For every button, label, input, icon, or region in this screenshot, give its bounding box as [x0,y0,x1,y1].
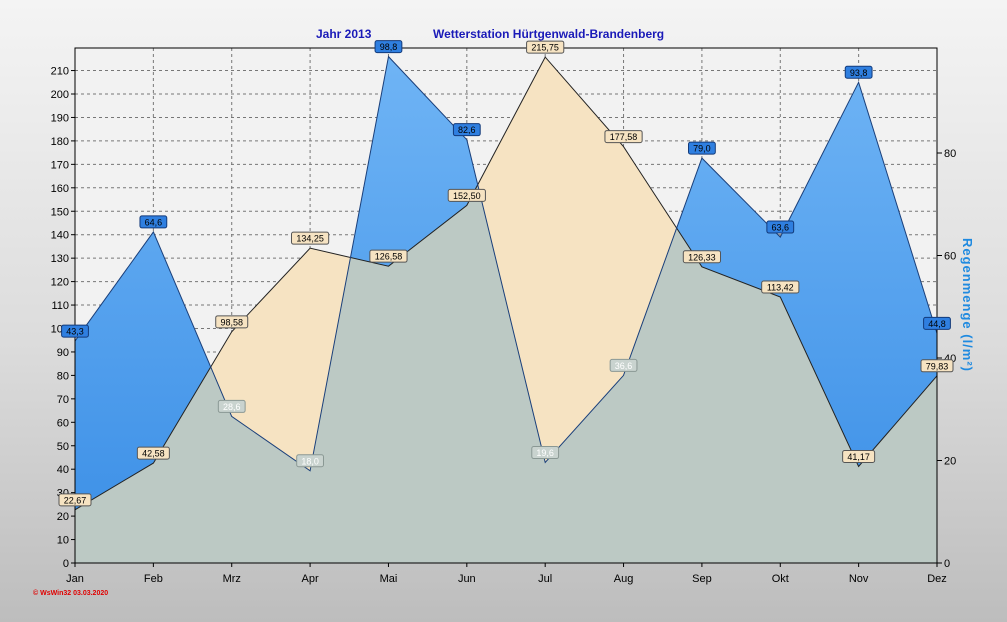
sunshine-value-label: 22,67 [64,495,87,505]
sunshine-value-label: 134,25 [296,234,324,244]
sunshine-value-label: 215,75 [531,43,559,53]
rain-value-label-box [374,40,403,54]
y-left-tick-label: 150 [51,206,69,218]
sunshine-value-label-box [290,231,330,245]
sunshine-value-label-box [136,446,170,460]
rain-value-label-box [139,215,168,229]
rain-value-label: 79,0 [693,144,711,154]
rain-value-label-box [688,141,716,155]
y-right-tick-label: 80 [944,148,956,160]
sunshine-value-label: 98,58 [220,317,243,327]
x-tick-label: Jul [538,573,552,585]
rain-value-label: 43,3 [66,327,84,337]
rain-value-label-box [923,316,951,330]
rain-value-label-box [844,65,873,79]
y-left-tick-label: 90 [57,347,69,359]
y-left-tick-label: 70 [57,394,69,406]
sunshine-value-label-box [761,280,800,294]
x-tick-label: Apr [302,573,319,585]
right-axis-label: Regenmenge (l/m²) [960,238,975,372]
sunshine-value-label-box [526,40,565,54]
x-tick-label: Mai [380,573,398,585]
sunshine-value-label-box [920,359,954,373]
chart-year-title: Jahr 2013 [316,27,372,41]
rain-value-label: 64,6 [145,217,163,227]
software-credit: © WsWin32 03.03.2020 [33,589,108,597]
y-left-tick-label: 210 [51,66,69,78]
sunshine-value-label-box [369,249,408,263]
x-tick-label: Jun [458,573,476,585]
y-left-tick-label: 40 [57,464,69,476]
label-layer: 22,67 42,58 98,58 134,25 126,58 152,50 215,75 1… [58,40,954,507]
y-left-tick-label: 110 [51,300,69,312]
y-left-tick-label: 190 [51,112,69,124]
y-left-tick-label: 20 [57,511,69,523]
area-layer [74,55,938,563]
y-left-tick-label: 50 [57,441,69,453]
y-left-tick-label: 180 [51,136,69,148]
rain-value-label-box [609,358,638,372]
rain-value-label-box [61,324,89,338]
rain-value-label: 36,6 [615,361,633,371]
sunshine-value-label: 42,58 [142,449,165,459]
y-left-tick-label: 130 [51,253,69,265]
rain-value-label: 44,8 [928,319,946,329]
rain-value-label: 98,8 [380,42,398,52]
y-left-tick-label: 120 [51,277,69,289]
x-tick-label: Feb [144,573,163,585]
y-left-tick-label: 200 [51,89,69,101]
sunshine-value-label: 126,33 [688,252,716,262]
rain-value-label: 93,8 [850,68,868,78]
rain-value-label-box [452,123,481,137]
sunshine-value-label-box [215,315,249,329]
y-left-tick-label: 170 [51,159,69,171]
sunshine-value-label-box [682,250,722,264]
sunshine-value-label: 41,17 [847,452,870,462]
chart-station-title: Wetterstation Hürtgenwald-Brandenberg [433,27,664,41]
sunshine-value-label: 113,42 [767,283,794,293]
y-left-tick-label: 60 [57,417,69,429]
x-tick-label: Aug [614,573,634,585]
rain-value-label-box [531,446,560,460]
sunshine-value-label-box [842,449,876,463]
rain-value-label-box [217,399,246,413]
y-left-tick-label: 80 [57,370,69,382]
y-right-tick-label: 60 [944,251,956,263]
y-left-tick-label: 140 [51,230,69,242]
rain-value-label: 82,6 [458,125,476,135]
rain-value-label-box [766,220,795,234]
sunshine-value-label-box [447,188,486,202]
x-tick-label: Okt [772,573,789,585]
sunshine-value-label-box [604,130,643,144]
rain-value-label: 63,6 [772,223,790,233]
sunshine-value-label-box [58,493,92,507]
x-tick-label: Dez [927,573,947,585]
x-tick-label: Nov [849,573,869,585]
x-tick-label: Sep [692,573,712,585]
x-tick-label: Mrz [223,573,241,585]
y-left-tick-label: 10 [57,535,69,547]
sunshine-value-label: 79,83 [926,361,949,371]
y-right-tick-label: 20 [944,456,956,468]
sunshine-line [74,56,938,511]
sunshine-value-label: 126,58 [375,252,403,262]
rain-value-label: 19,6 [536,448,554,458]
y-left-tick-label: 0 [63,558,69,570]
rain-value-label: 28,6 [223,402,241,412]
y-left-tick-label: 160 [51,183,69,195]
sunshine-value-label: 177,58 [610,132,638,142]
rain-line [74,55,938,472]
x-tick-label: Jan [66,573,84,585]
sunshine-value-label: 152,50 [453,191,481,201]
rain-value-label-box [296,454,324,468]
rain-value-label: 18,0 [301,456,319,466]
y-right-tick-label: 0 [944,558,950,570]
